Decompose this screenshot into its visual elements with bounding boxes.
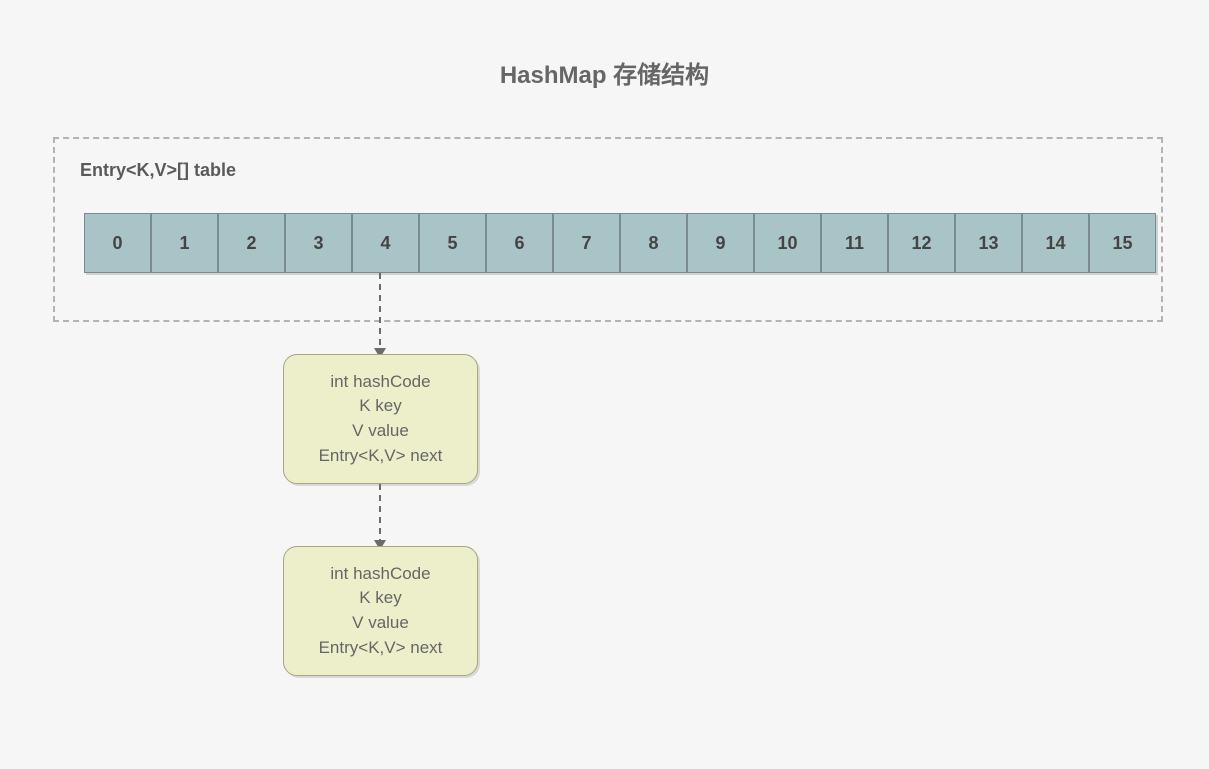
array-cell-13: 13 bbox=[955, 213, 1022, 273]
array-cell-2: 2 bbox=[218, 213, 285, 273]
node-line: Entry<K,V> next bbox=[319, 636, 443, 661]
array-cell-4: 4 bbox=[352, 213, 419, 273]
array-cell-1: 1 bbox=[151, 213, 218, 273]
node-line: Entry<K,V> next bbox=[319, 444, 443, 469]
array-cell-14: 14 bbox=[1022, 213, 1089, 273]
arrow-node1-to-node2 bbox=[370, 484, 390, 552]
entry-node-1: int hashCodeK keyV valueEntry<K,V> next bbox=[283, 354, 478, 484]
node-line: int hashCode bbox=[330, 562, 430, 587]
array-cell-8: 8 bbox=[620, 213, 687, 273]
array-cell-3: 3 bbox=[285, 213, 352, 273]
diagram-title: HashMap 存储结构 bbox=[0, 55, 1209, 90]
node-line: int hashCode bbox=[330, 370, 430, 395]
array-cell-15: 15 bbox=[1089, 213, 1156, 273]
array-cell-10: 10 bbox=[754, 213, 821, 273]
array-cell-6: 6 bbox=[486, 213, 553, 273]
array-cell-0: 0 bbox=[84, 213, 151, 273]
node-line: K key bbox=[359, 586, 402, 611]
arrow-bucket-to-node1 bbox=[370, 273, 390, 360]
entry-array: 0123456789101112131415 bbox=[84, 213, 1156, 273]
node-line: K key bbox=[359, 394, 402, 419]
array-cell-12: 12 bbox=[888, 213, 955, 273]
table-label: Entry<K,V>[] table bbox=[80, 160, 236, 181]
entry-node-2: int hashCodeK keyV valueEntry<K,V> next bbox=[283, 546, 478, 676]
node-line: V value bbox=[352, 611, 409, 636]
array-cell-7: 7 bbox=[553, 213, 620, 273]
array-cell-11: 11 bbox=[821, 213, 888, 273]
node-line: V value bbox=[352, 419, 409, 444]
array-cell-9: 9 bbox=[687, 213, 754, 273]
array-cell-5: 5 bbox=[419, 213, 486, 273]
